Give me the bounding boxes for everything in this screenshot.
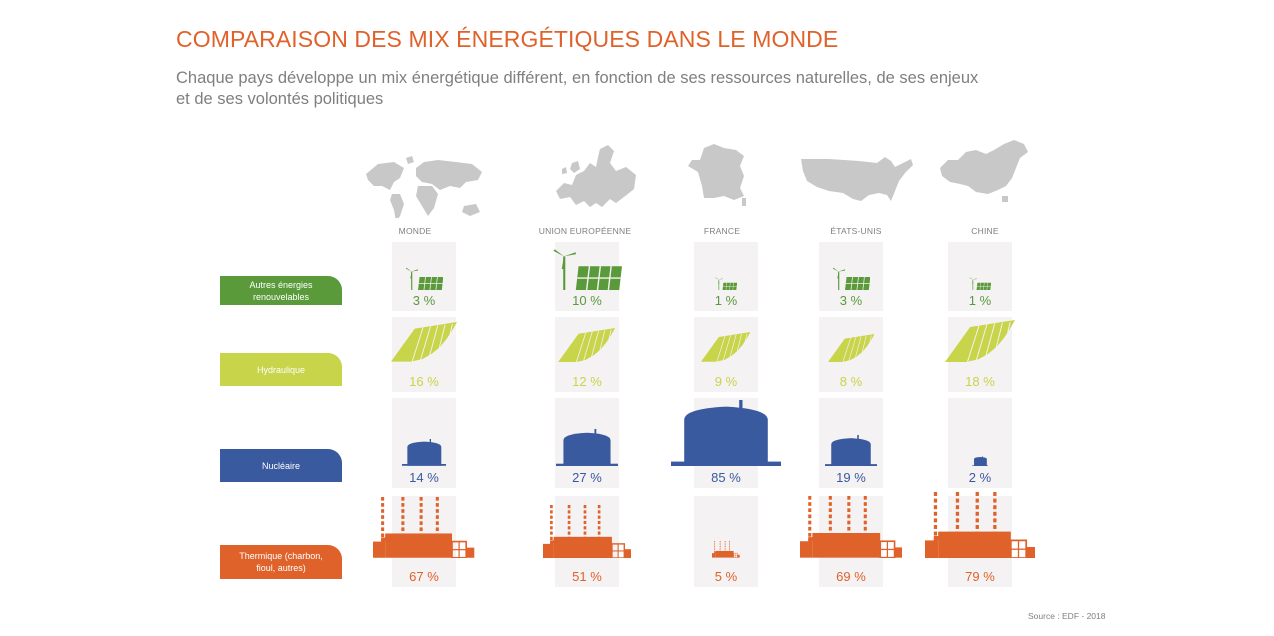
- power-plant-icon: [373, 497, 475, 558]
- wind-solar-icon: [405, 267, 444, 290]
- reactor-icon: [401, 439, 447, 466]
- dam-icon: [827, 334, 875, 362]
- category-label: Autres énergies renouvelables: [220, 276, 342, 305]
- value-label: 67 %: [409, 569, 439, 584]
- power-plant-icon: [712, 541, 740, 558]
- value-label: 3 %: [839, 293, 863, 308]
- value-label: 9 %: [714, 374, 738, 389]
- column-label: ÉTATS-UNIS: [830, 226, 882, 236]
- value-label: 1 %: [714, 293, 738, 308]
- value-label: 5 %: [714, 569, 738, 584]
- chart-title: COMPARAISON DES MIX ÉNERGÉTIQUES DANS LE…: [176, 26, 839, 52]
- dam-icon: [558, 327, 616, 362]
- value-cell: 1 %: [948, 242, 1012, 311]
- value-label: 12 %: [572, 374, 602, 389]
- reactor-icon: [824, 434, 877, 466]
- column-label: MONDE: [398, 226, 432, 236]
- france-map-icon: [688, 144, 746, 206]
- dam-icon: [945, 320, 1015, 362]
- value-label: 85 %: [711, 470, 741, 485]
- column-label: UNION EUROPÉENNE: [538, 226, 632, 236]
- value-label: 14 %: [409, 470, 439, 485]
- wind-solar-icon: [969, 277, 992, 290]
- column-label: CHINE: [971, 226, 999, 236]
- value-cell: 3 %: [819, 242, 883, 311]
- power-plant-icon: [542, 504, 632, 558]
- value-cell: 1 %: [694, 242, 758, 311]
- category-label: Thermique (charbon, fioul, autres): [220, 545, 342, 579]
- value-label: 1 %: [968, 293, 992, 308]
- reactor-icon: [671, 400, 781, 466]
- value-label: 8 %: [839, 374, 863, 389]
- dam-icon: [701, 332, 751, 362]
- value-label: 16 %: [409, 374, 439, 389]
- wind-solar-icon: [553, 249, 622, 290]
- category-label: Hydraulique: [220, 353, 342, 386]
- dam-icon: [391, 322, 457, 362]
- europe-map-icon: [556, 145, 636, 207]
- wind-solar-icon: [832, 267, 871, 290]
- value-label: 79 %: [965, 569, 995, 584]
- category-label: Nucléaire: [220, 449, 342, 482]
- column-label: FRANCE: [703, 226, 741, 236]
- reactor-icon: [971, 455, 989, 466]
- value-label: 69 %: [836, 569, 866, 584]
- power-plant-icon: [799, 496, 903, 558]
- value-label: 10 %: [572, 293, 602, 308]
- value-label: 2 %: [968, 470, 992, 485]
- value-label: 3 %: [412, 293, 436, 308]
- value-label: 19 %: [836, 470, 866, 485]
- value-label: 51 %: [572, 569, 602, 584]
- chart-subtitle: Chaque pays développe un mix énergétique…: [176, 69, 979, 108]
- value-label: 18 %: [965, 374, 995, 389]
- usa-map-icon: [801, 157, 913, 201]
- source-note: Source : EDF - 2018: [1028, 611, 1106, 621]
- value-cell: 3 %: [392, 242, 456, 311]
- value-cell: 5 %: [694, 496, 758, 587]
- world-map-icon: [366, 156, 482, 218]
- wind-solar-icon: [715, 277, 738, 290]
- china-map-icon: [940, 140, 1028, 202]
- reactor-icon: [556, 428, 618, 466]
- power-plant-icon: [925, 492, 1035, 558]
- value-label: 27 %: [572, 470, 602, 485]
- value-cell: 2 %: [948, 398, 1012, 488]
